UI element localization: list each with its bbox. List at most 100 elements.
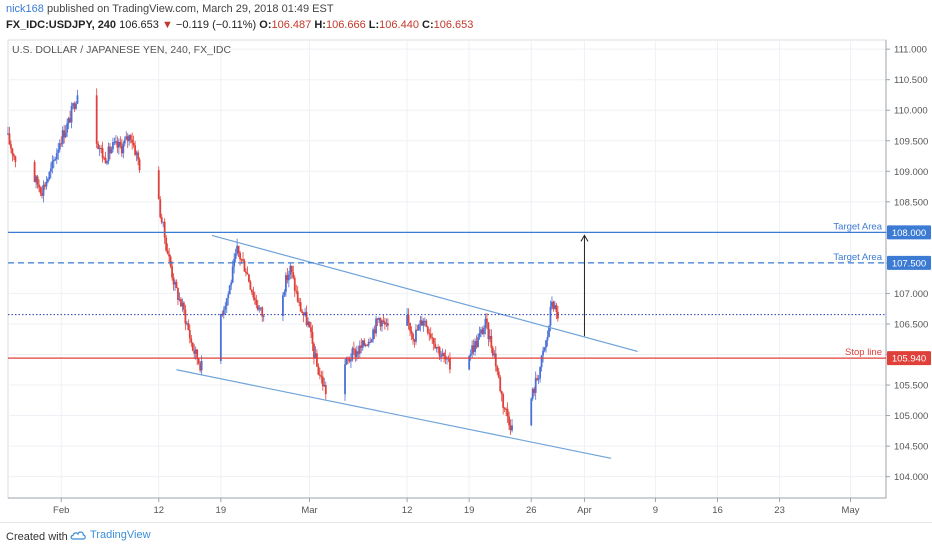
candle-body-up	[230, 282, 233, 286]
candle-body-down	[496, 366, 499, 372]
price-chart[interactable]: 111.000 110.500 110.000 109.500 109.000 108.5…	[0, 38, 932, 522]
candle-body-down	[352, 348, 355, 350]
candle-body-down	[199, 363, 202, 371]
candle-body-up	[122, 143, 125, 154]
candle-body-down	[101, 148, 104, 158]
candle-body-up	[415, 329, 417, 342]
candle-body-up	[534, 378, 537, 393]
candle-body-down	[44, 184, 46, 187]
tradingview-brand[interactable]: TradingView	[70, 529, 151, 541]
candle-body-down	[360, 345, 363, 348]
candle-body-down	[432, 338, 435, 344]
candle-body-down	[552, 301, 555, 309]
candle-body-down	[168, 253, 171, 257]
target-area-price-tag-label: 108.000	[892, 228, 926, 239]
candle-body-down	[250, 289, 253, 293]
candle-body-down	[428, 332, 431, 334]
candle-body-down	[311, 331, 314, 344]
candle-body-down	[407, 315, 410, 323]
candle-body-up	[488, 335, 491, 340]
candle-body-up	[471, 345, 474, 354]
candle-body-up	[231, 266, 234, 283]
candle-body-up	[228, 285, 231, 295]
close-value: 106.653	[433, 19, 474, 31]
y-tick-label: 104.000	[894, 472, 928, 483]
candle-body-up	[418, 324, 420, 331]
candle-body-up	[314, 353, 317, 358]
candle-body-up	[76, 95, 79, 104]
candle-body-up	[537, 378, 540, 380]
target-area-label: Target Area	[833, 221, 882, 232]
candle-body-up	[358, 345, 361, 354]
candle-body-up	[367, 341, 370, 346]
candle-body-up	[435, 347, 438, 349]
x-tick-label: 12	[153, 505, 164, 516]
candle-body-up	[234, 253, 237, 259]
y-tick-label: 105.500	[894, 381, 928, 392]
x-tick-label: 26	[526, 505, 537, 516]
candle-body-up	[530, 398, 533, 426]
candle-body-up	[42, 184, 45, 196]
candle-body-up	[115, 141, 117, 143]
candle-body-up	[542, 350, 544, 356]
candle-body-down	[166, 250, 169, 254]
candle-body-up	[378, 318, 380, 320]
x-tick-label: May	[842, 505, 860, 516]
footer: Created with TradingView	[0, 522, 932, 551]
created-with-text: Created with	[6, 531, 68, 543]
candle-body-down	[39, 187, 42, 194]
candle-body-down	[246, 272, 249, 275]
candle-body-down	[187, 323, 190, 330]
candle-body-down	[239, 252, 241, 260]
candle-body-up	[283, 291, 286, 296]
candle-body-down	[366, 344, 369, 346]
candle-body-up	[181, 302, 184, 307]
candle-body-down	[412, 333, 414, 340]
candle-body-up	[493, 353, 496, 356]
candle-body-up	[123, 139, 126, 144]
candle-body-up	[194, 349, 197, 354]
candle-body-down	[491, 347, 494, 356]
candle-body-down	[14, 156, 17, 163]
candle-body-down	[410, 330, 413, 334]
candle-body-up	[546, 336, 549, 341]
candle-body-down	[134, 145, 137, 155]
candle-body-down	[437, 347, 440, 349]
candle-body-down	[503, 407, 506, 409]
candle-body-up	[52, 159, 55, 162]
candle-body-down	[191, 342, 194, 351]
candle-body-down	[413, 339, 416, 342]
candle-body-up	[113, 142, 116, 144]
candle-body-down	[249, 281, 252, 290]
candle-body-up	[58, 143, 61, 150]
candle-body-down	[298, 301, 301, 303]
candle-body-up	[7, 133, 9, 135]
candle-body-down	[317, 366, 320, 375]
candle-body-down	[184, 309, 187, 324]
chart-header: nick168 published on TradingView.com, Ma…	[0, 0, 932, 38]
candle-body-up	[45, 181, 48, 187]
y-tick-label: 110.000	[894, 106, 928, 117]
candle-body-down	[245, 271, 247, 273]
candle-body-up	[423, 320, 426, 322]
candle-body-up	[55, 153, 58, 160]
publish-info: nick168 published on TradingView.com, Ma…	[6, 3, 334, 15]
candle-body-up	[469, 353, 472, 356]
candle-body-up	[284, 275, 287, 292]
candle-body-down	[386, 323, 389, 326]
candle-body-up	[540, 355, 543, 368]
candle-body-up	[35, 176, 37, 183]
channel-lower-trendline	[176, 369, 612, 459]
candle-body-up	[355, 351, 358, 358]
chart-area[interactable]: 111.000 110.500 110.000 109.500 109.000 108.5…	[0, 38, 932, 522]
x-tick-label: Feb	[53, 505, 69, 516]
candle-body-up	[57, 149, 60, 154]
open-value: 106.487	[271, 19, 312, 31]
candle-body-down	[131, 139, 134, 143]
author-link[interactable]: nick168	[6, 3, 44, 15]
candle-body-up	[222, 309, 225, 315]
candle-body-down	[369, 341, 372, 343]
candle-body-down	[438, 347, 441, 357]
candle-body-down	[163, 221, 166, 238]
candle-body-up	[477, 337, 479, 348]
